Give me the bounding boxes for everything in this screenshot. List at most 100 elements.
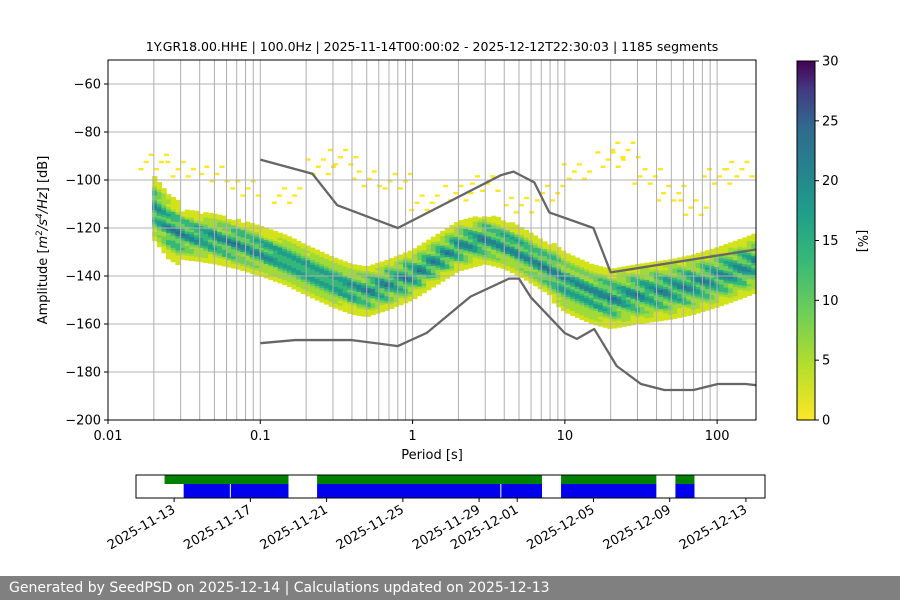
- heatmap-cell: [598, 273, 604, 277]
- heatmap-cell: [444, 239, 451, 243]
- heatmap-cell: [644, 289, 650, 292]
- heatmap-cell: [751, 238, 756, 242]
- heatmap-cell: [472, 237, 478, 241]
- heatmap-cell: [514, 241, 520, 245]
- heatmap-cell: [742, 283, 748, 286]
- heatmap-cell: [625, 275, 632, 279]
- heatmap-cell: [727, 182, 733, 185]
- heatmap-cell: [320, 158, 326, 161]
- heatmap-cell: [291, 272, 297, 275]
- heatmap-cell: [742, 273, 748, 277]
- heatmap-cell: [300, 291, 307, 295]
- timeline-tick-label: 2025-12-09: [601, 502, 674, 553]
- heatmap-cell: [375, 291, 381, 295]
- heatmap-cell: [440, 264, 446, 268]
- heatmap-cell: [207, 220, 214, 223]
- heatmap-cell: [709, 282, 715, 286]
- heatmap-cell: [695, 260, 701, 264]
- heatmap-cell: [356, 265, 362, 268]
- heatmap-cell: [709, 301, 715, 305]
- heatmap-cell: [681, 287, 687, 291]
- heatmap-cell: [152, 221, 158, 225]
- heatmap-cell: [593, 308, 599, 312]
- heatmap-cell: [286, 245, 293, 249]
- heatmap-cell: [235, 235, 242, 239]
- heatmap-cell: [588, 263, 595, 267]
- heatmap-cell: [361, 265, 367, 269]
- heatmap-cell: [412, 286, 418, 290]
- heatmap-cell: [477, 260, 483, 264]
- heatmap-cell: [161, 209, 167, 213]
- heatmap-cell: [384, 281, 390, 285]
- heatmap-cell: [519, 265, 525, 269]
- heatmap-cell: [356, 293, 362, 297]
- heatmap-cell: [371, 170, 377, 173]
- heatmap-cell: [579, 310, 585, 313]
- heatmap-cell: [724, 168, 730, 171]
- heatmap-cell: [667, 288, 673, 291]
- heatmap-cell: [625, 287, 632, 291]
- heatmap-cell: [644, 313, 650, 316]
- heatmap-cell: [296, 262, 302, 266]
- heatmap-cell: [328, 270, 334, 274]
- heatmap-cell: [175, 259, 181, 263]
- heatmap-cell: [164, 153, 170, 156]
- heatmap-cell: [509, 231, 516, 235]
- heatmap-cell: [454, 248, 460, 252]
- heatmap-cell: [347, 291, 353, 295]
- heatmap-cell: [672, 265, 678, 269]
- timeline-green-segment: [675, 475, 695, 484]
- heatmap-cell: [328, 260, 334, 264]
- heatmap-cell: [305, 267, 311, 270]
- heatmap-cell: [579, 307, 585, 311]
- heatmap-cell: [746, 271, 752, 275]
- heatmap-cell: [495, 240, 502, 244]
- heatmap-cell: [584, 280, 590, 284]
- heatmap-cell: [449, 236, 455, 240]
- heatmap-cell: [351, 290, 358, 294]
- heatmap-cell: [351, 297, 358, 301]
- heatmap-cell: [314, 297, 320, 301]
- heatmap-cell: [170, 247, 176, 251]
- heatmap-cell: [268, 248, 274, 252]
- heatmap-cell: [351, 302, 358, 306]
- heatmap-cell: [342, 285, 348, 289]
- heatmap-cell: [333, 272, 339, 276]
- heatmap-cell: [751, 260, 756, 263]
- heatmap-cell: [602, 317, 608, 321]
- heatmap-cell: [704, 298, 711, 302]
- heatmap-cell: [602, 288, 608, 292]
- heatmap-cell: [268, 253, 274, 257]
- heatmap-cell: [481, 228, 488, 232]
- heatmap-cell: [454, 246, 460, 249]
- heatmap-cell: [704, 271, 711, 275]
- heatmap-cell: [282, 251, 288, 254]
- heatmap-cell: [570, 284, 576, 288]
- heatmap-cell: [560, 277, 567, 280]
- heatmap-cell: [328, 299, 334, 302]
- heatmap-cell: [393, 280, 399, 284]
- colorbar-tick-label: 20: [822, 174, 839, 189]
- heatmap-cell: [207, 217, 214, 221]
- heatmap-cell: [598, 280, 604, 284]
- heatmap-cell: [612, 323, 618, 327]
- heatmap-cell: [647, 182, 653, 185]
- heatmap-cell: [426, 275, 432, 279]
- heatmap-cell: [732, 245, 739, 249]
- heatmap-cell: [156, 210, 163, 214]
- heatmap-cell: [324, 263, 330, 267]
- heatmap-cell: [161, 190, 167, 194]
- heatmap-cell: [658, 279, 664, 283]
- heatmap-cell: [751, 264, 756, 268]
- heatmap-cell: [198, 235, 204, 239]
- heatmap-cell: [175, 240, 181, 244]
- heatmap-cell: [472, 235, 478, 239]
- heatmap-cell: [612, 268, 618, 271]
- heatmap-cell: [184, 240, 190, 244]
- heatmap-cell: [681, 302, 687, 305]
- heatmap-cell: [361, 275, 367, 279]
- heatmap-cell: [384, 262, 390, 266]
- heatmap-cell: [728, 285, 734, 289]
- heatmap-cell: [672, 308, 678, 312]
- heatmap-cell: [537, 279, 543, 283]
